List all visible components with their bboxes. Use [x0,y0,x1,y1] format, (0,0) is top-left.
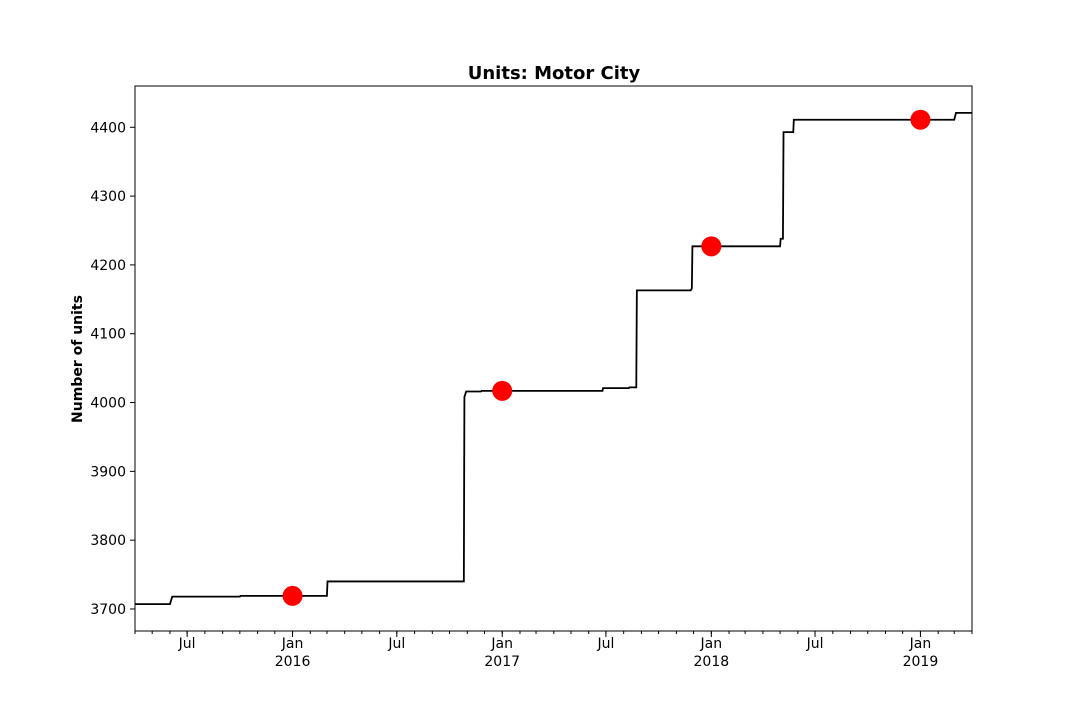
annual-marker-point [492,380,513,401]
annual-marker-point [910,109,931,130]
plot-area [135,109,972,606]
y-tick-label: 4200 [90,258,126,274]
chart-title: Units: Motor City [468,63,641,84]
y-tick-label: 4300 [90,189,126,205]
y-axis-label: Number of units [70,295,86,423]
annual-marker-point [701,236,722,257]
x-tick-year-label: 2017 [484,654,520,670]
y-tick-label: 4400 [90,120,126,136]
y-tick-label: 3800 [90,533,126,549]
units-step-line [135,111,972,606]
x-tick-year-label: 2018 [694,654,730,670]
x-tick-label: Jul [806,636,824,652]
annual-marker-point [282,585,303,606]
x-tick-label: Jan [909,636,932,652]
x-tick-label: Jul [596,636,614,652]
plot-frame [134,85,973,632]
x-tick-label: Jan [490,636,513,652]
x-tick-year-label: 2019 [903,654,939,670]
y-tick-label: 3700 [90,602,126,618]
x-tick-year-label: 2016 [275,654,311,670]
x-tick-label: Jan [281,636,304,652]
x-tick-label: Jul [178,636,196,652]
x-tick-label: Jan [700,636,723,652]
y-tick-label: 4100 [90,327,126,343]
y-tick-label: 3900 [90,464,126,480]
y-tick-label: 4000 [90,396,126,412]
x-tick-label: Jul [387,636,405,652]
